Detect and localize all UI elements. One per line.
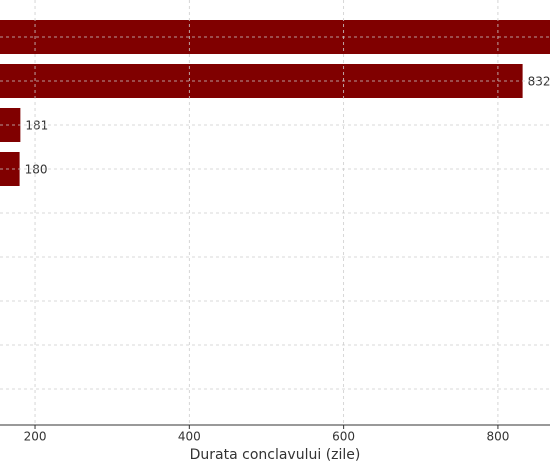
x-tick-label: 400 xyxy=(178,430,201,444)
bar xyxy=(0,108,21,142)
x-tick-label: 200 xyxy=(24,430,47,444)
value-label: 181 xyxy=(25,119,48,133)
bar xyxy=(0,152,20,186)
x-tick-label: 600 xyxy=(332,430,355,444)
bar xyxy=(0,20,550,54)
value-label: 832 xyxy=(528,75,550,89)
bar xyxy=(0,64,523,98)
x-axis-label: Durata conclavului (zile) xyxy=(190,447,361,463)
x-tick-label: 800 xyxy=(486,430,509,444)
value-label: 180 xyxy=(25,163,48,177)
